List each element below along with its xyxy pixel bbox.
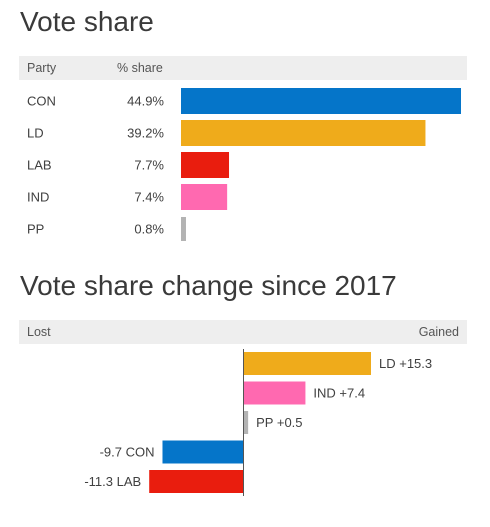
lost-header: Lost [27, 325, 51, 339]
party-label-ld: LD [27, 126, 44, 141]
change-label-ind: IND +7.4 [313, 386, 365, 401]
change-label-pp: PP +0.5 [256, 415, 302, 430]
share-bar-con [181, 88, 461, 114]
change-bar-ld [244, 352, 371, 375]
change-bar-pp [244, 411, 249, 434]
party-label-lab: LAB [27, 158, 52, 173]
share-bar-ld [181, 120, 426, 146]
share-value-pp: 0.8% [134, 222, 164, 237]
party-label-con: CON [27, 94, 56, 109]
change-label-con: -9.7 CON [100, 445, 155, 460]
share-bar-lab [181, 152, 230, 178]
party-column-header: Party [27, 61, 57, 75]
share-bar-pp [181, 217, 186, 241]
share-value-ld: 39.2% [127, 126, 164, 141]
share-column-header: % share [117, 61, 163, 75]
change-bar-con [162, 440, 243, 464]
share-value-con: 44.9% [127, 94, 164, 109]
share-bar-ind [181, 184, 228, 210]
gained-header: Gained [418, 325, 459, 339]
vote-change-header: Lost Gained [19, 320, 467, 344]
vote-share-header: Party % share [19, 56, 467, 80]
share-value-ind: 7.4% [134, 190, 164, 205]
vote-share-title: Vote share [20, 6, 154, 37]
party-label-pp: PP [27, 222, 44, 237]
change-bar-lab [149, 470, 243, 493]
change-bar-ind [244, 381, 306, 405]
change-label-lab: -11.3 LAB [84, 474, 141, 489]
vote-change-title: Vote share change since 2017 [20, 270, 397, 301]
party-label-ind: IND [27, 190, 49, 205]
share-value-lab: 7.7% [134, 158, 164, 173]
change-label-ld: LD +15.3 [379, 356, 432, 371]
